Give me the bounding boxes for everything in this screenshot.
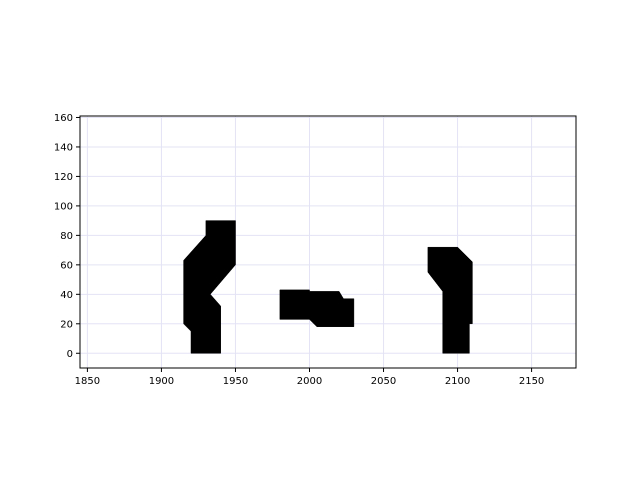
x-tick-label: 1850 <box>75 376 100 387</box>
filled-shape-3 <box>427 246 473 354</box>
y-tick-label: 140 <box>54 142 73 153</box>
y-tick-label: 160 <box>54 113 73 124</box>
plot-frame <box>79 115 577 369</box>
grid-layer <box>80 116 576 368</box>
y-tick-label: 80 <box>60 231 73 242</box>
x-tick-label: 1900 <box>149 376 174 387</box>
y-tick-label: 40 <box>60 290 73 301</box>
x-tick-label: 2000 <box>297 376 322 387</box>
x-tick-label: 2050 <box>371 376 396 387</box>
tick-layer: 1850 1900 1950 2000 2050 2100 2150 0 20 40 60 80 100… <box>54 113 544 387</box>
shape-layer <box>183 220 473 354</box>
y-tick-label: 100 <box>54 201 73 212</box>
filled-shape-1 <box>183 220 236 354</box>
y-tick-label: 120 <box>54 172 73 183</box>
x-tick-label: 1950 <box>223 376 248 387</box>
filled-shape-2 <box>279 289 355 327</box>
y-tick-label: 0 <box>67 349 73 360</box>
x-tick-label: 2100 <box>445 376 470 387</box>
y-tick-label: 60 <box>60 260 73 271</box>
x-tick-label: 2150 <box>519 376 544 387</box>
y-tick-label: 20 <box>60 319 73 330</box>
